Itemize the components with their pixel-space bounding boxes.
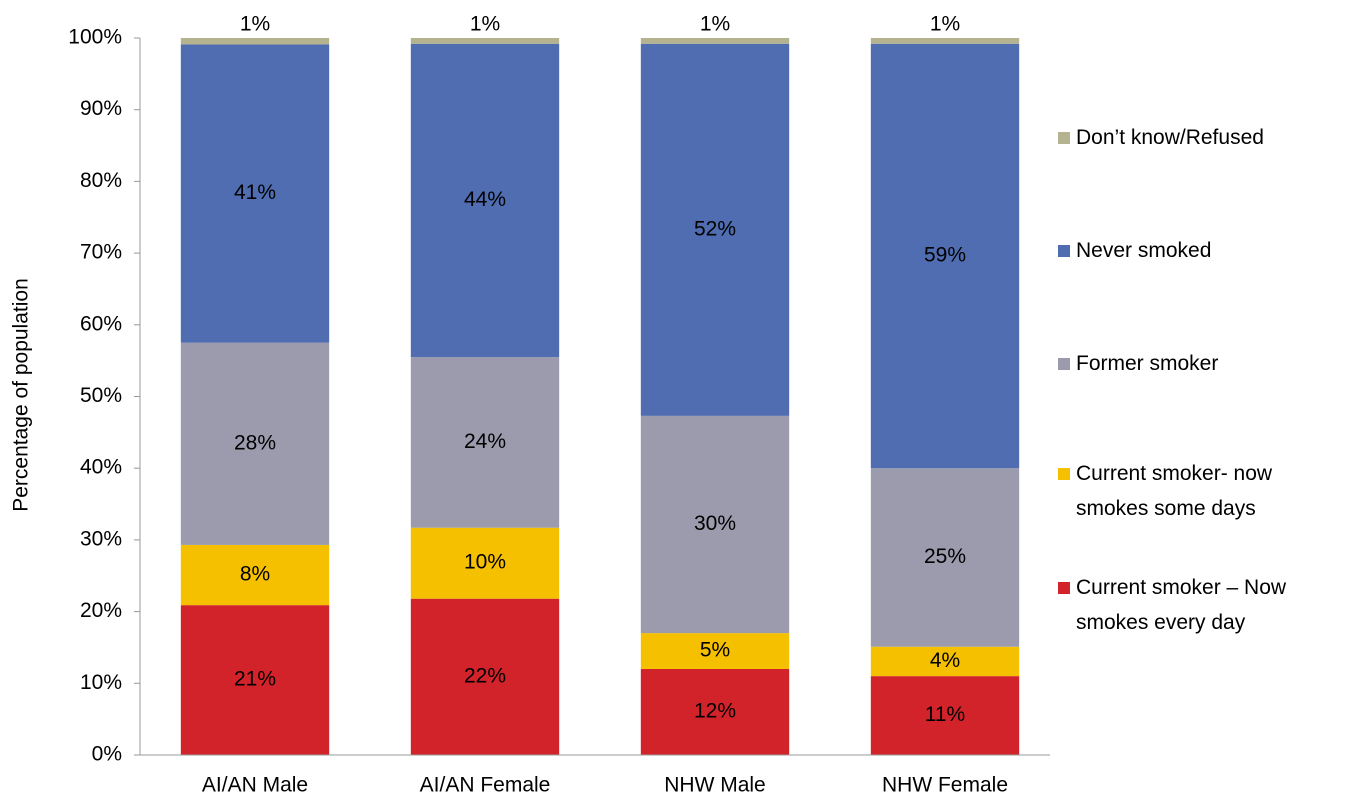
legend-label: Current smoker – Now smokes every day — [1076, 576, 1287, 634]
legend-label: Current smoker- now smokes some days — [1076, 462, 1273, 520]
bar-segment — [410, 38, 560, 44]
bar-segment — [410, 598, 560, 755]
data-label: 12% — [694, 700, 736, 723]
x-tick-label: AI/AN Male — [202, 774, 308, 797]
legend-item: Current smoker- now smokes some days — [1058, 456, 1326, 526]
bar-segment — [640, 43, 790, 416]
bar-segment — [640, 38, 790, 44]
data-label: 1% — [700, 13, 730, 36]
data-label: 8% — [240, 563, 270, 586]
data-label: 52% — [694, 217, 736, 240]
data-label: 4% — [930, 649, 960, 672]
data-label: 25% — [924, 545, 966, 568]
legend-swatch — [1058, 582, 1070, 594]
x-tick-label: NHW Female — [882, 774, 1008, 797]
x-tick-label: AI/AN Female — [420, 774, 551, 797]
bar-segment — [640, 415, 790, 634]
y-tick-label: 60% — [80, 312, 122, 335]
bar-segment — [640, 668, 790, 755]
y-axis-label: Percentage of population — [10, 278, 33, 512]
data-label: 11% — [925, 703, 965, 726]
data-label: 10% — [464, 551, 506, 574]
data-label: 59% — [924, 244, 966, 267]
data-label: 30% — [694, 512, 736, 535]
y-tick-label: 40% — [80, 456, 122, 479]
data-label: 28% — [234, 431, 276, 454]
y-tick-label: 90% — [80, 97, 122, 120]
bar-segment — [870, 43, 1020, 469]
data-label: 1% — [470, 13, 500, 36]
bar-segment — [870, 646, 1020, 677]
y-tick-label: 70% — [80, 241, 122, 264]
bar-segment — [640, 633, 790, 669]
legend-label: Never smoked — [1076, 239, 1212, 262]
bar-segment — [180, 38, 330, 45]
bar-segment — [180, 342, 330, 545]
data-label: 41% — [234, 181, 276, 204]
y-tick-label: 100% — [68, 26, 122, 49]
data-label: 24% — [464, 430, 506, 453]
data-label: 22% — [464, 664, 506, 687]
legend-item: Never smoked — [1058, 233, 1326, 268]
x-tick-label: NHW Male — [664, 774, 766, 797]
legend-item: Former smoker — [1058, 346, 1326, 381]
legend-swatch — [1058, 468, 1070, 480]
legend-item: Current smoker – Now smokes every day — [1058, 570, 1326, 640]
y-tick-label: 50% — [80, 384, 122, 407]
y-tick-label: 30% — [80, 527, 122, 550]
legend-swatch — [1058, 132, 1070, 144]
y-tick-label: 0% — [92, 743, 122, 766]
y-tick-label: 80% — [80, 169, 122, 192]
legend-label: Former smoker — [1076, 352, 1219, 375]
data-label: 1% — [240, 13, 270, 36]
bar-segment — [180, 605, 330, 755]
bar-segment — [410, 357, 560, 528]
bar-segment — [410, 527, 560, 599]
legend-swatch — [1058, 245, 1070, 257]
y-tick-label: 10% — [80, 671, 122, 694]
data-label: 5% — [700, 639, 730, 662]
bar-segment — [180, 44, 330, 343]
bar-segment — [870, 38, 1020, 44]
data-label: 1% — [930, 13, 960, 36]
bar-segment — [870, 468, 1020, 647]
bar-segment — [870, 676, 1020, 755]
y-tick-label: 20% — [80, 599, 122, 622]
data-label: 21% — [234, 668, 276, 691]
legend-label: Don’t know/Refused — [1076, 126, 1264, 149]
legend-swatch — [1058, 358, 1070, 370]
bar-segment — [410, 43, 560, 358]
bar-segment — [180, 544, 330, 606]
legend-item: Don’t know/Refused — [1058, 120, 1326, 155]
data-label: 44% — [464, 188, 506, 211]
